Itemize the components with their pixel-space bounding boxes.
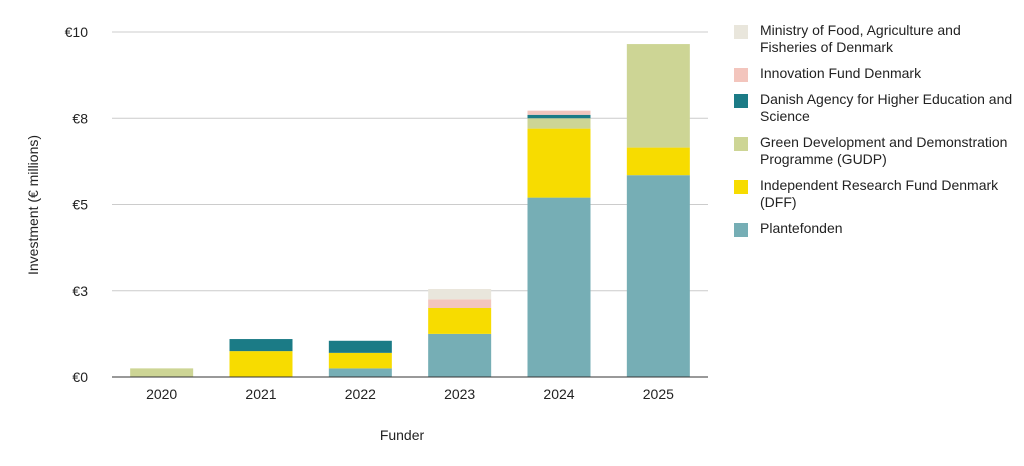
y-tick-label: €0 [72, 369, 88, 385]
y-axis-title: Investment (€ millions) [25, 135, 41, 275]
x-tick-label: 2025 [643, 386, 674, 402]
bar-segment [626, 175, 690, 377]
gridlines [112, 31, 708, 292]
legend-label: Independent Research Fund Denmark (DFF) [760, 177, 999, 210]
bar-segment [328, 340, 392, 353]
bar-segment [428, 333, 492, 377]
bar-segment [229, 339, 293, 352]
x-tick-label: 2022 [345, 386, 376, 402]
legend-label: Ministry of Food, Agriculture and Fisher… [760, 22, 961, 55]
legend-label: Danish Agency for Higher Education and S… [760, 91, 1013, 124]
bar-segment [527, 110, 591, 115]
y-tick-label: €8 [72, 110, 88, 126]
bar-segment [428, 299, 492, 308]
legend-item: Plantefonden [734, 220, 1014, 237]
legend-swatch [734, 94, 748, 108]
x-tick-label: 2020 [146, 386, 177, 402]
x-tick-labels: 2020 2021 2022 2023 2024 2025 [146, 386, 674, 402]
y-tick-label: €5 [72, 197, 88, 213]
legend-swatch [734, 223, 748, 237]
legend-swatch [734, 180, 748, 194]
legend-item: Ministry of Food, Agriculture and Fisher… [734, 22, 1014, 56]
legend-item: Danish Agency for Higher Education and S… [734, 91, 1014, 125]
y-tick-label: €10 [65, 24, 89, 40]
bar-segment [626, 147, 690, 176]
bar-segment [328, 352, 392, 369]
legend-swatch [734, 68, 748, 82]
bar-segment [428, 289, 492, 300]
legend: Ministry of Food, Agriculture and Fisher… [734, 22, 1014, 246]
x-tick-label: 2021 [245, 386, 276, 402]
bar-segment [527, 114, 591, 119]
bar-segment [527, 197, 591, 377]
bar-segment [130, 368, 194, 377]
bars [130, 44, 690, 377]
x-tick-label: 2023 [444, 386, 475, 402]
legend-swatch [734, 137, 748, 151]
y-tick-labels: €0 €3 €5 €8 €10 [65, 24, 89, 385]
x-axis-title: Funder [380, 427, 425, 443]
bar-segment [328, 368, 392, 377]
bar-segment [527, 118, 591, 129]
bar-segment [229, 351, 293, 377]
bar-segment [626, 44, 690, 148]
legend-label: Innovation Fund Denmark [760, 65, 922, 81]
legend-swatch [734, 25, 748, 39]
legend-item: Independent Research Fund Denmark (DFF) [734, 177, 1014, 211]
bar-segment [428, 308, 492, 334]
bar-segment [527, 128, 591, 198]
legend-label: Plantefonden [760, 220, 843, 236]
legend-item: Green Development and Demonstration Prog… [734, 134, 1014, 168]
legend-label: Green Development and Demonstration Prog… [760, 134, 1008, 167]
legend-item: Innovation Fund Denmark [734, 65, 1014, 82]
y-tick-label: €3 [72, 283, 88, 299]
x-tick-label: 2024 [543, 386, 574, 402]
